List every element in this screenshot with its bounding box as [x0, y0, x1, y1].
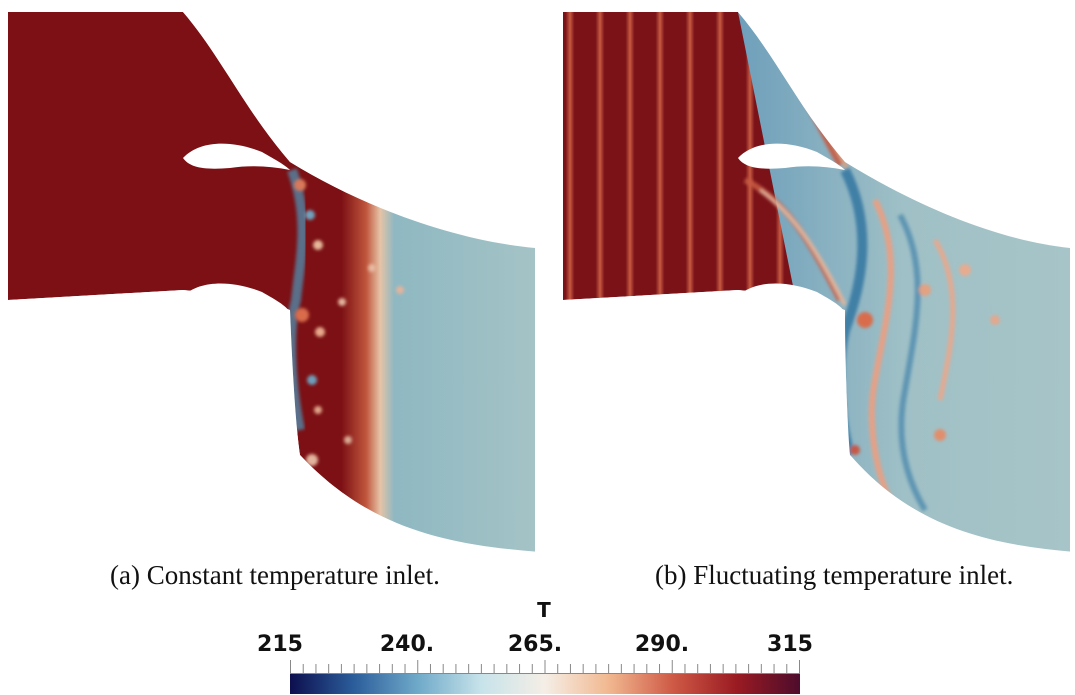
panel-fluctuating-temperature	[555, 0, 1075, 552]
colorbar-tick-label: 215	[257, 632, 303, 657]
caption-panel-b: (b) Fluctuating temperature inlet.	[655, 560, 1014, 590]
blade-upper-a	[183, 143, 290, 170]
colorbar-tick-label: 315	[767, 632, 813, 657]
colorbar	[290, 660, 800, 694]
colorbar-tick-label: 240.	[379, 632, 435, 657]
colorbar-tick-label: 290.	[634, 632, 690, 657]
colorbar-gradient	[290, 674, 800, 694]
colorbar-title: T	[537, 598, 551, 622]
vortices-a	[294, 179, 404, 466]
blade-upper-b	[738, 143, 845, 170]
colorbar-tick-label: 265.	[507, 632, 563, 657]
colorbar-tick-marks	[290, 660, 800, 674]
flow-domain-b	[555, 0, 1075, 552]
flow-domain-a	[0, 0, 540, 552]
panel-constant-temperature	[0, 0, 540, 552]
caption-panel-a: (a) Constant temperature inlet.	[110, 560, 440, 590]
